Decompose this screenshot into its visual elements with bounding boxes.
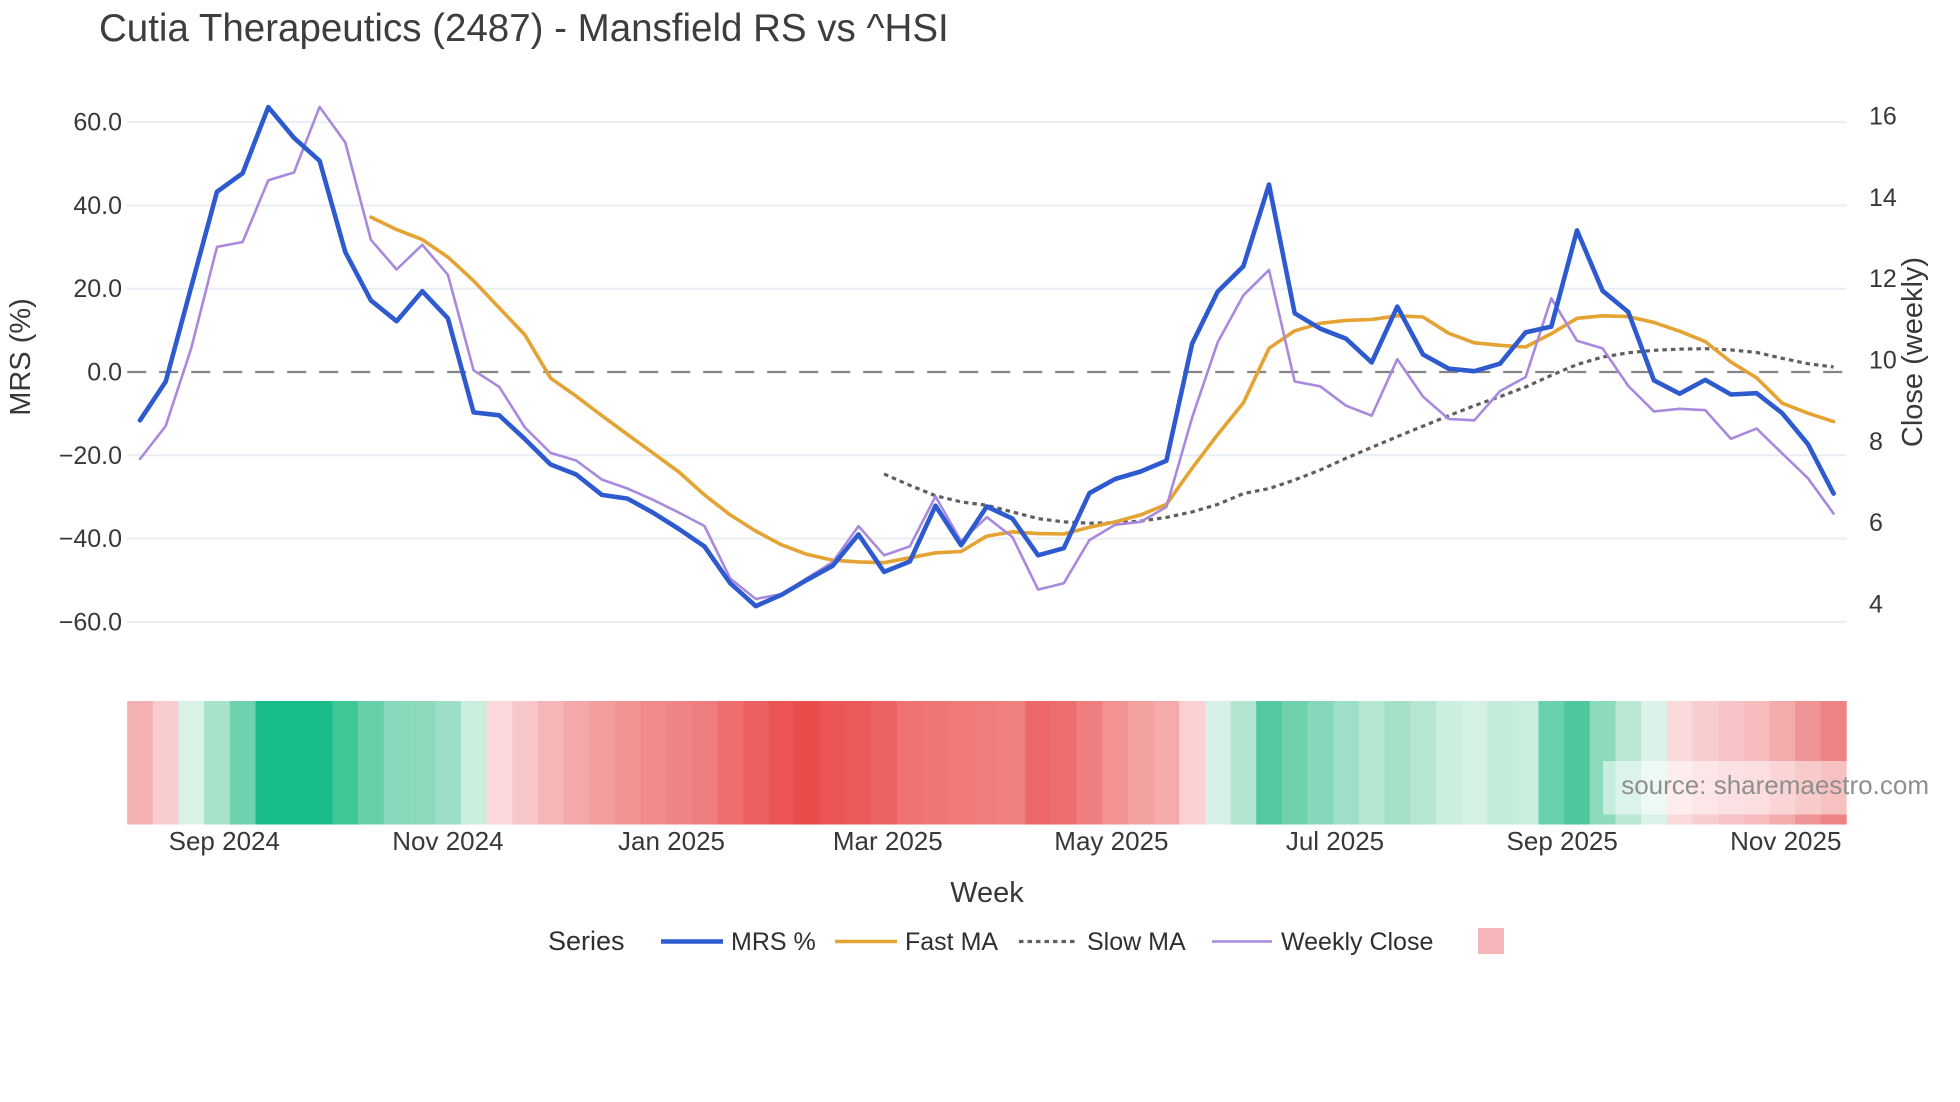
svg-text:6: 6 xyxy=(1869,509,1883,537)
svg-text:14: 14 xyxy=(1869,184,1897,212)
svg-text:source: sharemaestro.com: source: sharemaestro.com xyxy=(1621,770,1929,800)
svg-text:Nov 2024: Nov 2024 xyxy=(392,826,503,856)
svg-text:Cutia Therapeutics (2487) - Ma: Cutia Therapeutics (2487) - Mansfield RS… xyxy=(99,7,949,50)
svg-text:Jul 2025: Jul 2025 xyxy=(1286,826,1384,856)
svg-text:4: 4 xyxy=(1869,591,1883,619)
svg-text:10: 10 xyxy=(1869,347,1897,375)
svg-text:MRS (%): MRS (%) xyxy=(5,298,37,416)
svg-text:Mar 2025: Mar 2025 xyxy=(833,826,943,856)
svg-text:−60.0: −60.0 xyxy=(59,608,122,636)
svg-text:−20.0: −20.0 xyxy=(59,442,122,470)
svg-text:Weekly Close: Weekly Close xyxy=(1281,928,1433,956)
svg-text:Slow MA: Slow MA xyxy=(1087,928,1186,956)
svg-text:Sep 2025: Sep 2025 xyxy=(1507,826,1618,856)
svg-text:16: 16 xyxy=(1869,103,1897,131)
svg-text:−40.0: −40.0 xyxy=(59,525,122,553)
svg-text:Close (weekly): Close (weekly) xyxy=(1897,257,1929,447)
svg-text:8: 8 xyxy=(1869,428,1883,456)
svg-text:40.0: 40.0 xyxy=(73,192,122,220)
svg-text:Jan 2025: Jan 2025 xyxy=(618,826,725,856)
svg-text:Nov 2025: Nov 2025 xyxy=(1730,826,1841,856)
svg-text:0.0: 0.0 xyxy=(87,359,122,387)
svg-text:May 2025: May 2025 xyxy=(1054,826,1168,856)
svg-text:20.0: 20.0 xyxy=(73,275,122,303)
svg-text:MRS %: MRS % xyxy=(731,928,816,956)
svg-text:Sep 2024: Sep 2024 xyxy=(169,826,280,856)
svg-text:Week: Week xyxy=(950,877,1024,909)
svg-text:Series: Series xyxy=(548,926,625,956)
svg-text:60.0: 60.0 xyxy=(73,109,122,137)
svg-text:12: 12 xyxy=(1869,265,1897,293)
svg-text:Fast MA: Fast MA xyxy=(905,928,998,956)
